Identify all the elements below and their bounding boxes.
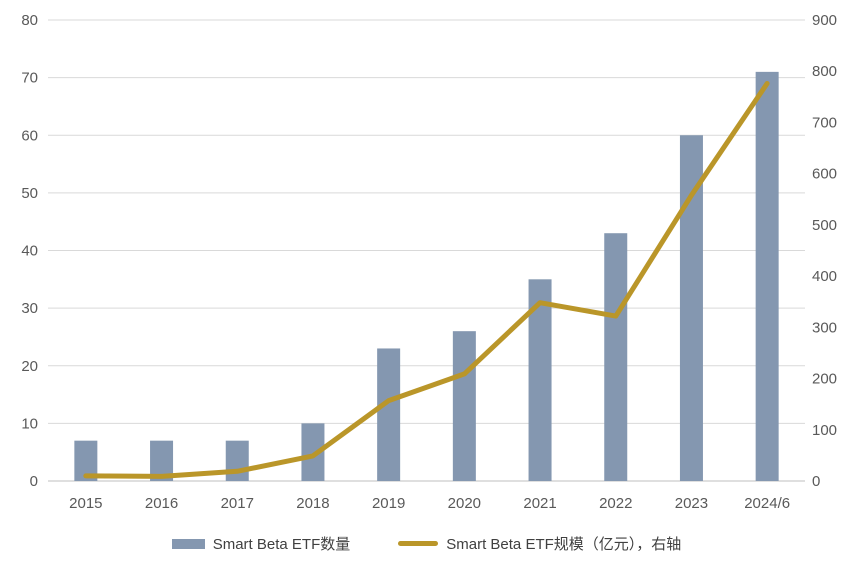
x-axis-tick-label-2015: 2015 [69, 495, 102, 512]
x-axis-tick-label-2018: 2018 [296, 495, 329, 512]
legend-item-line-series: Smart Beta ETF规模（亿元），右轴 [398, 533, 681, 554]
left-axis-tick-label: 10 [21, 415, 38, 432]
bar-2022 [604, 233, 628, 481]
bar-2024-6 [755, 71, 779, 482]
right-axis-tick-label: 800 [812, 63, 837, 80]
bar-2023 [679, 135, 703, 481]
line-series-label: Smart Beta ETF规模（亿元），右轴 [446, 536, 682, 553]
right-axis-tick-label: 700 [812, 114, 837, 131]
legend: Smart Beta ETF数量 Smart Beta ETF规模（亿元），右轴 [0, 533, 853, 554]
right-axis-tick-label: 600 [812, 166, 837, 183]
left-axis-tick-label: 0 [30, 473, 38, 490]
right-axis-tick-label: 500 [812, 217, 837, 234]
left-axis-tick-label: 80 [21, 12, 38, 29]
bar-2020 [452, 331, 476, 481]
bar-2015 [74, 440, 98, 481]
right-axis-tick-label: 0 [812, 473, 820, 490]
bar-series-label: Smart Beta ETF数量 [212, 536, 351, 553]
right-axis-tick-label: 400 [812, 268, 837, 285]
bar-2017 [225, 440, 249, 481]
line-series-smart-beta-etf- [83, 81, 770, 479]
x-axis-tick-label-2020: 2020 [448, 495, 481, 512]
bar-series-swatch [171, 538, 205, 549]
left-axis-tick-label: 30 [21, 300, 38, 317]
left-axis-tick-label: 70 [21, 70, 38, 87]
x-axis-tick-label-2023: 2023 [675, 495, 708, 512]
bar-2018 [301, 423, 325, 481]
left-axis-tick-label: 60 [21, 127, 38, 144]
x-axis-tick-label-2019: 2019 [372, 495, 405, 512]
left-axis-tick-label: 40 [21, 243, 38, 260]
x-axis-tick-label-2024-6: 2024/6 [744, 495, 790, 512]
left-axis-tick-label: 50 [21, 185, 38, 202]
x-axis-tick-label-2021: 2021 [523, 495, 556, 512]
right-axis-tick-label: 300 [812, 319, 837, 336]
line-series-swatch [398, 541, 439, 546]
right-axis-tick-label: 900 [812, 12, 837, 29]
right-axis-tick-label: 100 [812, 422, 837, 439]
x-axis-tick-label-2017: 2017 [221, 495, 254, 512]
bar-2021 [528, 279, 552, 481]
bar-2019 [377, 348, 401, 481]
left-axis-tick-label: 20 [21, 358, 38, 375]
right-axis-tick-label: 200 [812, 371, 837, 388]
legend-item-bar-series: Smart Beta ETF数量 [171, 533, 351, 554]
bar-2016 [150, 440, 174, 481]
x-axis-tick-label-2016: 2016 [145, 495, 178, 512]
x-axis-tick-label-2022: 2022 [599, 495, 632, 512]
